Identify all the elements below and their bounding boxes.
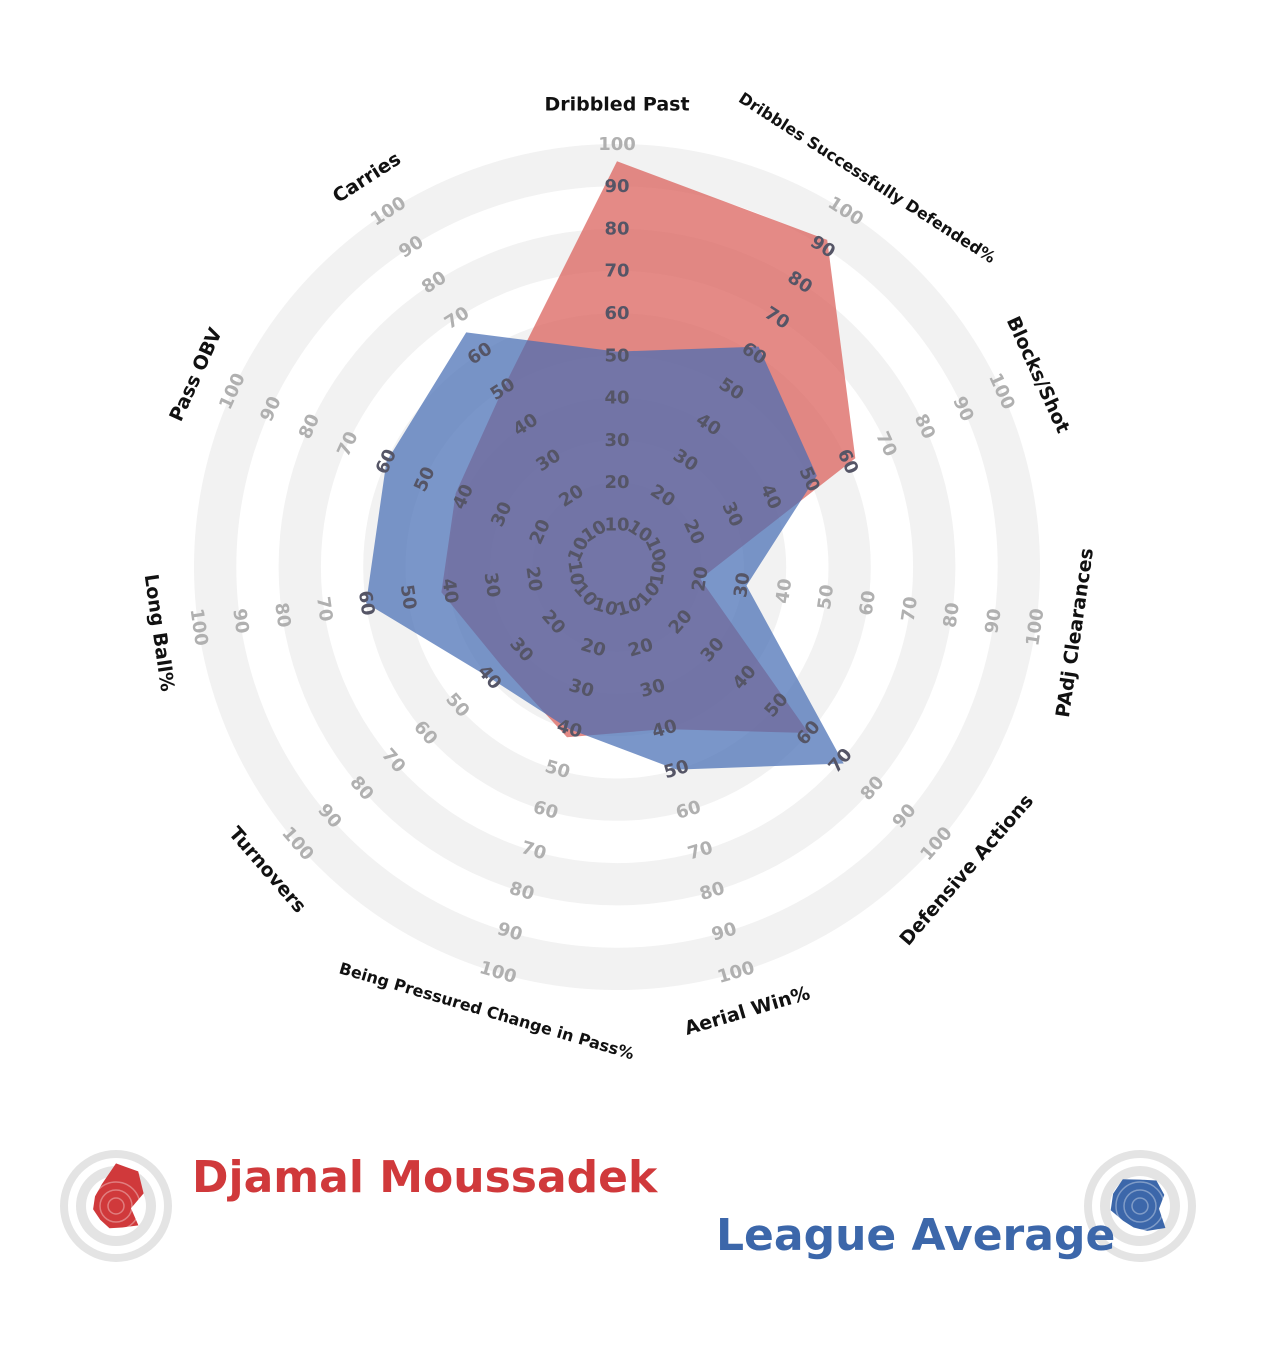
tick-label: 30 xyxy=(730,571,754,599)
tick-label: 10 xyxy=(646,559,670,587)
series-polygons xyxy=(366,161,856,770)
tick-label: 20 xyxy=(604,472,629,493)
axis-label: Aerial Win% xyxy=(682,982,812,1040)
tick-label: 50 xyxy=(604,345,629,366)
league-average-legend-name: League Average xyxy=(716,1210,1116,1261)
league-average-legend-icon xyxy=(1084,1150,1196,1262)
tick-label: 80 xyxy=(270,601,294,629)
tick-label: 20 xyxy=(521,565,545,593)
tick-label: 100 xyxy=(1022,607,1048,647)
player-legend-icon xyxy=(60,1150,172,1262)
tick-label: 40 xyxy=(438,577,462,605)
tick-label: 70 xyxy=(604,261,629,282)
tick-label: 60 xyxy=(604,303,629,324)
tick-label: 60 xyxy=(354,589,378,617)
axis-label: Long Ball% xyxy=(140,573,179,693)
axis-label: Dribbled Past xyxy=(544,93,689,115)
tick-label: 40 xyxy=(604,388,629,409)
axis-label: Pass OBV xyxy=(165,324,227,424)
tick-label: 30 xyxy=(604,430,629,451)
tick-label: 70 xyxy=(312,595,336,623)
tick-label: 10 xyxy=(604,515,629,536)
tick-label: 30 xyxy=(480,571,504,599)
tick-label: 90 xyxy=(228,607,252,635)
tick-label: 90 xyxy=(981,607,1005,635)
tick-label: 100 xyxy=(598,134,636,155)
tick-label: 50 xyxy=(814,583,838,611)
tick-label: 90 xyxy=(604,176,629,197)
tick-label: 70 xyxy=(898,595,922,623)
tick-label: 80 xyxy=(940,601,964,629)
tick-label: 100 xyxy=(186,607,212,647)
player-legend-name: Djamal Moussadek xyxy=(192,1152,658,1203)
tick-label: 80 xyxy=(604,218,629,239)
tick-label: 20 xyxy=(688,565,712,593)
league-average-polygon xyxy=(366,332,844,770)
tick-label: 60 xyxy=(856,589,880,617)
tick-label: 40 xyxy=(772,577,796,605)
tick-label: 10 xyxy=(563,559,587,587)
tick-label: 50 xyxy=(396,583,420,611)
axis-label: PAdj Clearances xyxy=(1052,547,1098,719)
